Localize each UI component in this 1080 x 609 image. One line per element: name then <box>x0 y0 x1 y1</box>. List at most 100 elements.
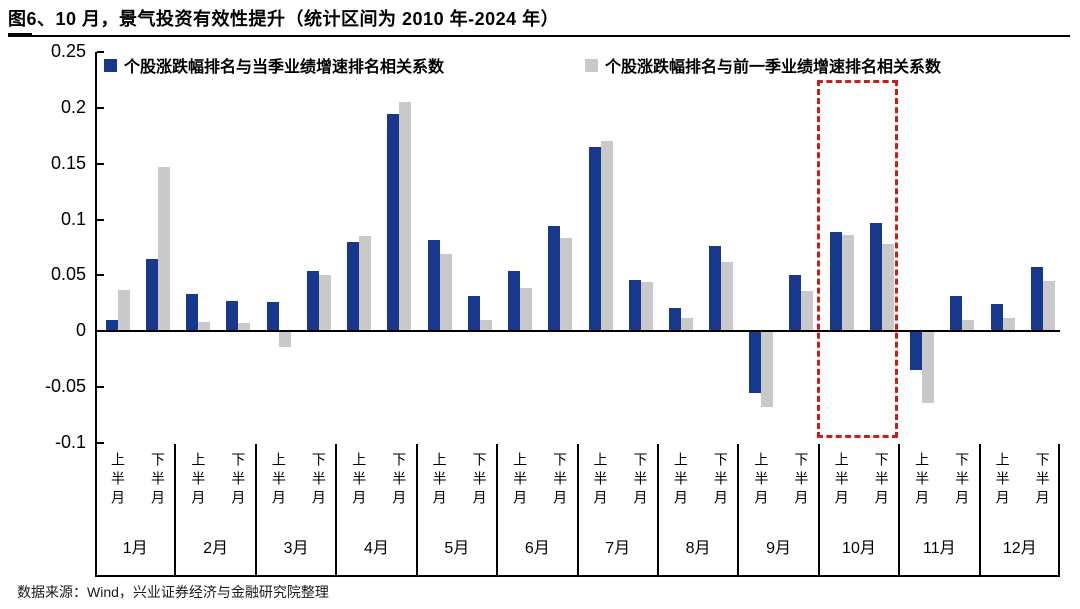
bar-current-quarter <box>387 113 400 331</box>
bar-previous-quarter <box>318 275 331 331</box>
y-axis-tick-label: 0.1 <box>60 208 86 229</box>
y-axis-tick <box>97 218 104 221</box>
period-label: 下半月 <box>793 452 810 509</box>
period-label: 上半月 <box>672 452 689 509</box>
month-separator <box>496 444 499 577</box>
legend-label-previous-quarter: 个股涨跌幅排名与前一季业绩增速排名相关系数 <box>605 59 942 76</box>
bar-current-quarter <box>1030 267 1043 331</box>
y-axis-tick <box>97 107 104 109</box>
bar-previous-quarter <box>399 102 412 331</box>
bar-current-quarter <box>146 258 158 331</box>
zero-baseline <box>95 330 1060 332</box>
month-label: 9月 <box>766 540 791 557</box>
bar-current-quarter <box>829 231 842 331</box>
bar-current-quarter <box>467 296 480 331</box>
bar-current-quarter <box>186 294 199 331</box>
y-axis-tick-label: 0.25 <box>50 41 86 62</box>
bar-previous-quarter <box>720 261 733 331</box>
month-label: 1月 <box>122 540 148 557</box>
bar-current-quarter <box>950 296 963 331</box>
bar-previous-quarter <box>680 317 693 331</box>
bar-current-quarter <box>628 279 641 331</box>
bar-current-quarter <box>910 331 923 371</box>
bar-current-quarter <box>226 300 239 331</box>
bar-previous-quarter <box>238 323 251 331</box>
month-label: 6月 <box>524 540 550 557</box>
bar-previous-quarter <box>560 238 573 331</box>
y-axis-tick-label: 0.15 <box>50 152 86 173</box>
bar-previous-quarter <box>801 290 814 331</box>
bar-current-quarter <box>869 222 882 331</box>
period-label: 下半月 <box>1034 452 1051 509</box>
period-label: 上半月 <box>110 452 126 509</box>
bar-current-quarter <box>668 307 681 331</box>
y-axis-tick <box>97 441 104 444</box>
bar-previous-quarter <box>600 141 613 331</box>
month-label: 11月 <box>923 540 956 557</box>
y-axis-tick-label: 0 <box>75 320 86 340</box>
month-separator <box>737 444 740 577</box>
period-label: 下半月 <box>712 452 729 509</box>
legend-swatch-current-quarter <box>104 58 117 72</box>
period-label: 上半月 <box>994 452 1011 509</box>
bar-previous-quarter <box>962 319 975 331</box>
month-label: 5月 <box>444 540 470 557</box>
bar-current-quarter <box>306 270 319 331</box>
bar-previous-quarter <box>841 235 854 331</box>
month-separator <box>415 444 418 577</box>
period-label: 上半月 <box>753 452 770 509</box>
bar-current-quarter <box>508 270 521 331</box>
period-label: 下半月 <box>391 452 408 509</box>
source-note: 数据来源：Wind，兴业证券经济与金融研究院整理 <box>17 584 329 600</box>
period-label: 下半月 <box>873 452 890 509</box>
month-separator <box>656 444 659 577</box>
period-label: 下半月 <box>954 452 971 509</box>
legend-swatch-previous-quarter <box>585 58 598 72</box>
period-label: 上半月 <box>351 452 368 509</box>
bar-previous-quarter <box>761 331 774 407</box>
y-axis-tick <box>97 385 104 388</box>
bar-previous-quarter <box>278 331 291 347</box>
y-axis-tick <box>97 51 104 54</box>
month-label: 8月 <box>685 540 711 557</box>
legend-label-current-quarter: 个股涨跌幅排名与当季业绩增速排名相关系数 <box>124 59 445 76</box>
period-label: 下半月 <box>471 452 488 509</box>
month-separator <box>576 444 579 577</box>
highlight-box-october <box>817 80 898 438</box>
bar-previous-quarter <box>118 289 130 331</box>
legend-item-previous-quarter: 个股涨跌幅排名与前一季业绩增速排名相关系数 <box>585 53 941 77</box>
y-axis-tick-label: 0.2 <box>60 97 86 117</box>
period-label: 下半月 <box>632 452 649 509</box>
bar-previous-quarter <box>640 281 653 331</box>
bar-current-quarter <box>990 304 1003 331</box>
y-axis-tick-label: -0.05 <box>44 375 86 396</box>
y-axis-tick-label: -0.1 <box>54 431 86 452</box>
bar-previous-quarter <box>198 322 211 331</box>
bar-current-quarter <box>789 275 802 331</box>
bar-previous-quarter <box>520 287 533 331</box>
month-label: 7月 <box>605 540 631 557</box>
period-label: 上半月 <box>833 452 850 509</box>
bar-previous-quarter <box>922 331 935 404</box>
bar-current-quarter <box>749 331 762 394</box>
month-label: 4月 <box>364 540 389 557</box>
y-axis-tick <box>97 162 104 165</box>
month-separator <box>817 444 820 577</box>
month-separator <box>898 444 901 577</box>
y-axis-line <box>95 52 97 577</box>
bar-current-quarter <box>266 302 279 331</box>
bar-previous-quarter <box>439 254 452 331</box>
period-label: 下半月 <box>552 452 569 509</box>
period-label: 下半月 <box>150 452 166 509</box>
month-separator <box>254 444 257 577</box>
period-label: 下半月 <box>310 452 327 509</box>
bar-previous-quarter <box>158 167 170 331</box>
chart-title: 图6、10 月，景气投资有效性提升（统计区间为 2010 年-2024 年） <box>8 9 560 29</box>
title-divider <box>8 35 1070 37</box>
bar-current-quarter <box>427 239 440 331</box>
period-label: 上半月 <box>512 452 529 509</box>
bar-current-quarter <box>106 319 118 331</box>
bar-current-quarter <box>588 147 601 331</box>
bar-current-quarter <box>548 226 561 331</box>
